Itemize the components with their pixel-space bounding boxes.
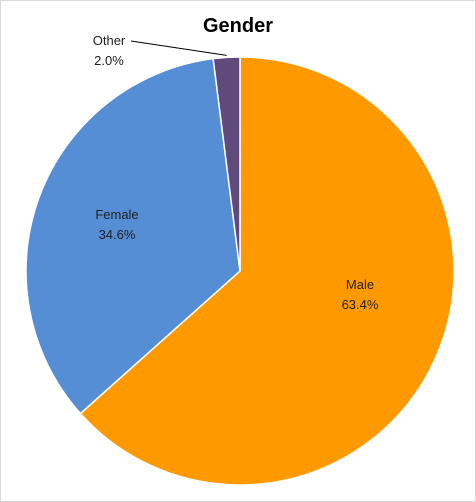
slice-value-female: 34.6%: [99, 227, 136, 242]
pie-slice-male: [79, 56, 455, 486]
slice-label-male: Male: [346, 277, 374, 292]
slice-value-other: 2.0%: [94, 53, 124, 68]
slice-label-other: Other: [93, 33, 126, 48]
pie-slice-other: [212, 56, 241, 272]
leader-line-other: [130, 40, 227, 56]
slice-value-male: 63.4%: [342, 297, 379, 312]
chart-title: Gender: [202, 15, 274, 37]
slice-label-female: Female: [95, 207, 138, 222]
pie-slice-female: [25, 57, 241, 415]
